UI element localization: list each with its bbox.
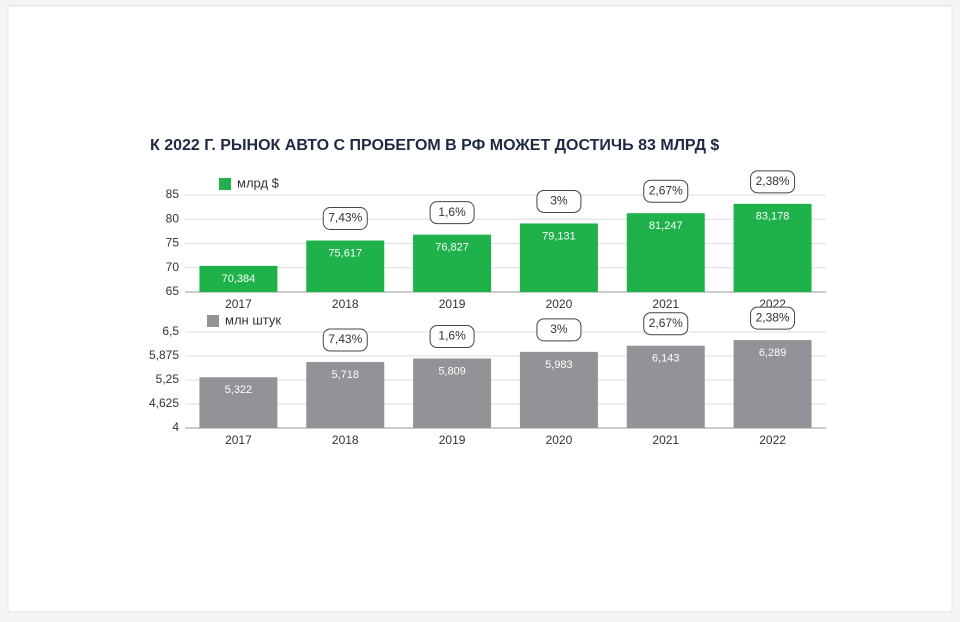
value-label: 76,827 bbox=[435, 242, 469, 254]
annotation-box bbox=[429, 201, 475, 225]
y-tick-label: 6,5 bbox=[162, 324, 179, 338]
y-tick-label: 80 bbox=[166, 211, 180, 225]
y-tick-label: 85 bbox=[166, 187, 180, 201]
value-label: 70,384 bbox=[222, 273, 256, 285]
bar bbox=[733, 203, 812, 292]
annotation-box bbox=[643, 312, 689, 336]
x-tick-label: 2020 bbox=[546, 433, 573, 447]
card bbox=[7, 5, 953, 613]
y-tick-label: 4 bbox=[172, 420, 179, 434]
annotation: 2,67% bbox=[649, 183, 683, 197]
bar bbox=[733, 340, 812, 428]
annotation: 2,67% bbox=[649, 316, 683, 330]
annotation: 3% bbox=[550, 322, 568, 336]
bar bbox=[413, 234, 492, 292]
value-label: 75,617 bbox=[328, 247, 362, 259]
bar bbox=[626, 345, 705, 428]
value-label: 79,131 bbox=[542, 230, 576, 242]
value-label: 5,322 bbox=[225, 384, 253, 396]
x-tick-label: 2021 bbox=[652, 433, 679, 447]
annotation-box bbox=[322, 328, 368, 352]
annotation-box bbox=[536, 189, 582, 213]
annotation: 1,6% bbox=[438, 205, 466, 219]
value-label: 5,718 bbox=[331, 369, 359, 381]
bar bbox=[519, 223, 598, 292]
x-tick-label: 2019 bbox=[439, 297, 466, 311]
annotation-box bbox=[536, 318, 582, 342]
x-tick-label: 2019 bbox=[439, 433, 466, 447]
value-label: 5,809 bbox=[438, 365, 466, 377]
value-label: 81,247 bbox=[649, 220, 683, 232]
y-tick-label: 5,875 bbox=[149, 348, 179, 362]
bar bbox=[626, 213, 705, 292]
x-tick-label: 2017 bbox=[225, 433, 252, 447]
bar bbox=[199, 265, 278, 292]
value-label: 6,289 bbox=[759, 347, 787, 359]
x-tick-label: 2018 bbox=[332, 433, 359, 447]
annotation: 7,43% bbox=[328, 332, 362, 346]
legend-swatch bbox=[219, 178, 231, 190]
annotation-box bbox=[322, 207, 368, 231]
annotation-box bbox=[429, 325, 475, 349]
x-tick-label: 2021 bbox=[652, 297, 679, 311]
x-tick-label: 2018 bbox=[332, 297, 359, 311]
annotation: 3% bbox=[550, 194, 568, 208]
legend-label: млн штук bbox=[225, 312, 281, 327]
value-label: 5,983 bbox=[545, 359, 573, 371]
y-tick-label: 65 bbox=[166, 284, 180, 298]
x-tick-label: 2022 bbox=[759, 433, 786, 447]
bar bbox=[519, 351, 598, 428]
x-tick-label: 2020 bbox=[546, 297, 573, 311]
x-tick-label: 2017 bbox=[225, 297, 252, 311]
annotation: 7,43% bbox=[328, 211, 362, 225]
bar bbox=[413, 358, 492, 428]
value-label: 6,143 bbox=[652, 353, 680, 365]
chart-title: К 2022 Г. РЫНОК АВТО С ПРОБЕГОМ В РФ МОЖ… bbox=[150, 137, 719, 154]
annotation: 1,6% bbox=[438, 329, 466, 343]
y-tick-label: 70 bbox=[166, 260, 180, 274]
bar bbox=[199, 377, 278, 428]
y-tick-label: 75 bbox=[166, 236, 180, 250]
bar bbox=[306, 240, 385, 292]
annotation: 2,38% bbox=[756, 310, 790, 324]
legend-label: млрд $ bbox=[237, 175, 280, 190]
annotation-box bbox=[643, 179, 689, 203]
annotation: 2,38% bbox=[756, 174, 790, 188]
annotation-box bbox=[750, 306, 796, 330]
bar bbox=[306, 362, 385, 428]
value-label: 83,178 bbox=[756, 211, 790, 223]
annotation-box bbox=[750, 170, 796, 194]
y-tick-label: 5,25 bbox=[156, 372, 180, 386]
legend-swatch bbox=[207, 315, 219, 327]
y-tick-label: 4,625 bbox=[149, 396, 179, 410]
